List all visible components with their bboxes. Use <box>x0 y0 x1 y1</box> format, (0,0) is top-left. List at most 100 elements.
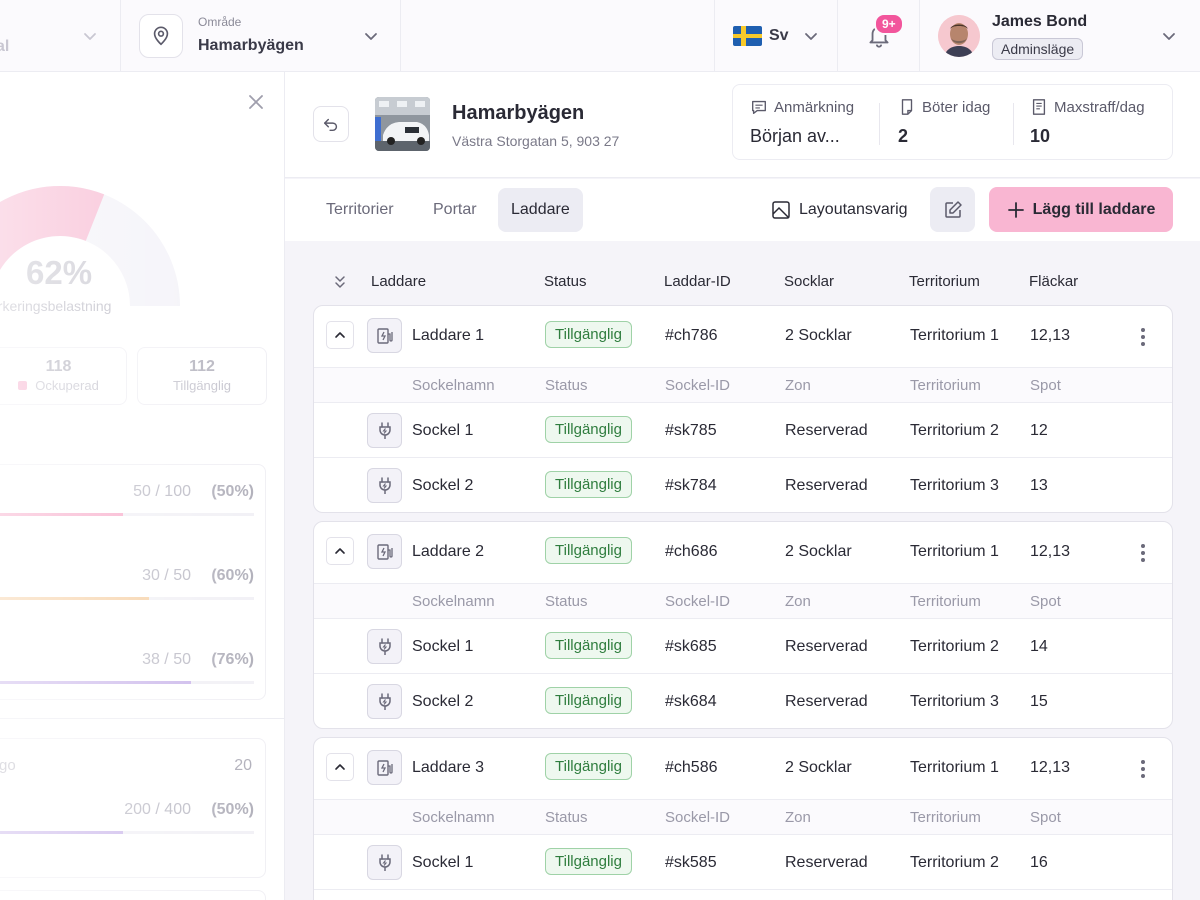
socket-zone: Reserverad <box>785 693 868 710</box>
maxfine-label: Maxstraff/dag <box>1054 98 1145 116</box>
socket-subheader: Sockelnamn Status Sockel-ID Zon Territorium S… <box>314 367 1172 403</box>
socket-subheader-spot: Spot <box>1030 809 1061 826</box>
socket-territory: Territorium 3 <box>910 477 999 494</box>
charger-spots: 12,13 <box>1030 543 1071 560</box>
capacity-total: 50 <box>173 651 191 668</box>
info-summary: Anmärkning Början av... Böter idag 2 Max… <box>732 84 1173 160</box>
socket-zone: Reserverad <box>785 477 868 494</box>
socket-zone: Reserverad <box>785 422 868 439</box>
plug-icon <box>378 853 391 871</box>
socket-subheader-spot: Spot <box>1030 593 1061 610</box>
column-header-laddare[interactable]: Laddare <box>371 273 427 290</box>
charger-row[interactable]: Laddare 3 Tillgänglig #ch586 2 Socklar Terri… <box>314 738 1172 799</box>
notification-badge: 9+ <box>874 13 904 35</box>
socket-subheader-status: Status <box>545 809 588 826</box>
main-content: Hamarbyägen Västra Storgatan 5, 903 27 A… <box>285 72 1200 900</box>
socket-row[interactable]: Sockel 2 Tillgänglig #sk784 Reserverad Terri… <box>314 458 1172 512</box>
charger-name: Laddare 1 <box>412 327 485 344</box>
tab-territorier[interactable]: Territorier <box>326 201 394 218</box>
layout-label: Layoutansvarig <box>799 201 908 218</box>
charger-row[interactable]: Laddare 2 Tillgänglig #ch686 2 Socklar Terri… <box>314 522 1172 583</box>
socket-name: Sockel 1 <box>412 854 474 871</box>
socket-spot: 12 <box>1030 422 1048 439</box>
area-selector[interactable]: Område Hamarbyägen <box>121 0 401 71</box>
charger-territory: Territorium 1 <box>910 327 999 344</box>
column-header-socklar[interactable]: Socklar <box>784 273 835 290</box>
socket-id: #sk684 <box>665 693 717 710</box>
socket-row[interactable]: Sockel 2 Tillgänglig #sk684 Reserverad Terri… <box>314 674 1172 728</box>
occupancy-panel: 62% arkeringsbelastning 118 Ockuperad 11… <box>0 72 285 900</box>
column-header-territorium[interactable]: Territorium <box>909 273 980 290</box>
tab-laddare[interactable]: Laddare <box>498 188 583 232</box>
status-badge: Tillgänglig <box>545 321 632 348</box>
socket-row[interactable]: Sockel 1 Tillgänglig #sk685 Reserverad Terri… <box>314 619 1172 674</box>
top-bar: al Område Hamarbyägen Sv 9+ James Bond A… <box>0 0 1200 72</box>
more-options-icon[interactable] <box>1140 328 1146 346</box>
socket-subheader-zone: Zon <box>785 377 811 394</box>
expand-toggle[interactable] <box>326 753 354 781</box>
summary-percent: (50%) <box>211 801 254 818</box>
charger-sockets: 2 Socklar <box>785 327 852 344</box>
stat-available: 112 Tillgänglig <box>137 347 267 405</box>
charger-row[interactable]: Laddare 1 Tillgänglig #ch786 2 Socklar Terri… <box>314 306 1172 367</box>
charger-sockets: 2 Socklar <box>785 759 852 776</box>
user-menu[interactable]: James Bond Adminsläge <box>920 0 1200 71</box>
remark-value: Början av... <box>750 126 840 146</box>
close-icon[interactable] <box>246 92 266 112</box>
capacity-track <box>0 513 254 516</box>
capacity-percent: (60%) <box>211 567 254 584</box>
charger-name: Laddare 3 <box>412 759 485 776</box>
tab-portar[interactable]: Portar <box>433 201 477 218</box>
socket-name: Sockel 2 <box>412 477 474 494</box>
socket-subheader-name: Sockelnamn <box>412 377 495 394</box>
summary-card: go 20 200 / 400 (50%) <box>0 738 266 878</box>
capacity-percent: (76%) <box>211 651 254 668</box>
summary-value: 20 <box>234 757 252 774</box>
stat-occupied: 118 Ockuperad <box>0 347 127 405</box>
more-options-icon[interactable] <box>1140 544 1146 562</box>
socket-territory: Territorium 3 <box>910 693 999 710</box>
capacity-fill <box>0 681 191 684</box>
socket-subheader: Sockelnamn Status Sockel-ID Zon Territorium S… <box>314 799 1172 835</box>
socket-row[interactable]: Sockel 1 Tillgänglig #sk785 Reserverad Terri… <box>314 403 1172 458</box>
socket-id: #sk585 <box>665 854 717 871</box>
socket-subheader-name: Sockelnamn <box>412 809 495 826</box>
expand-toggle[interactable] <box>326 537 354 565</box>
pencil-icon <box>944 200 962 218</box>
layout-icon <box>772 201 790 219</box>
socket-zone: Reserverad <box>785 854 868 871</box>
chevron-down-icon <box>84 33 96 40</box>
socket-subheader-territory: Territorium <box>910 809 981 826</box>
fines-label: Böter idag <box>922 98 991 116</box>
layout-manager-button[interactable]: Layoutansvarig <box>771 195 908 225</box>
column-header-status[interactable]: Status <box>544 273 587 290</box>
gauge-percent: 62% <box>26 254 93 291</box>
status-badge: Tillgänglig <box>545 416 632 443</box>
capacity-used: 30 <box>142 567 160 584</box>
add-charger-button[interactable]: Lägg till laddare <box>989 187 1173 232</box>
socket-row[interactable]: Sockel 1 Tillgänglig #sk585 Reserverad Terri… <box>314 835 1172 890</box>
plug-icon <box>378 637 391 655</box>
area-label: Område <box>198 15 242 29</box>
occupancy-gauge <box>0 185 180 306</box>
ev-charger-icon <box>376 543 393 560</box>
socket-subheader-status: Status <box>545 377 588 394</box>
charger-sockets: 2 Socklar <box>785 543 852 560</box>
expand-toggle[interactable] <box>326 321 354 349</box>
summary-total: 400 <box>164 801 191 818</box>
column-header-laddar-id[interactable]: Laddar-ID <box>664 273 731 290</box>
edit-button[interactable] <box>930 187 975 232</box>
more-options-icon[interactable] <box>1140 760 1146 778</box>
collapse-all-icon[interactable] <box>333 274 347 290</box>
column-header-flackar[interactable]: Fläckar <box>1029 273 1079 290</box>
selector-partial[interactable]: al <box>0 0 121 71</box>
charger-territory: Territorium 1 <box>910 543 999 560</box>
remark-box[interactable]: Anmärkning Början av... <box>750 85 878 161</box>
language-selector[interactable]: Sv <box>714 0 838 71</box>
document-icon <box>1032 99 1046 115</box>
sweden-flag-icon <box>733 26 762 46</box>
stat-available-label: Tillgänglig <box>172 378 232 393</box>
notifications-button[interactable]: 9+ <box>838 0 920 71</box>
socket-territory: Territorium 2 <box>910 854 999 871</box>
back-button[interactable] <box>313 106 349 142</box>
